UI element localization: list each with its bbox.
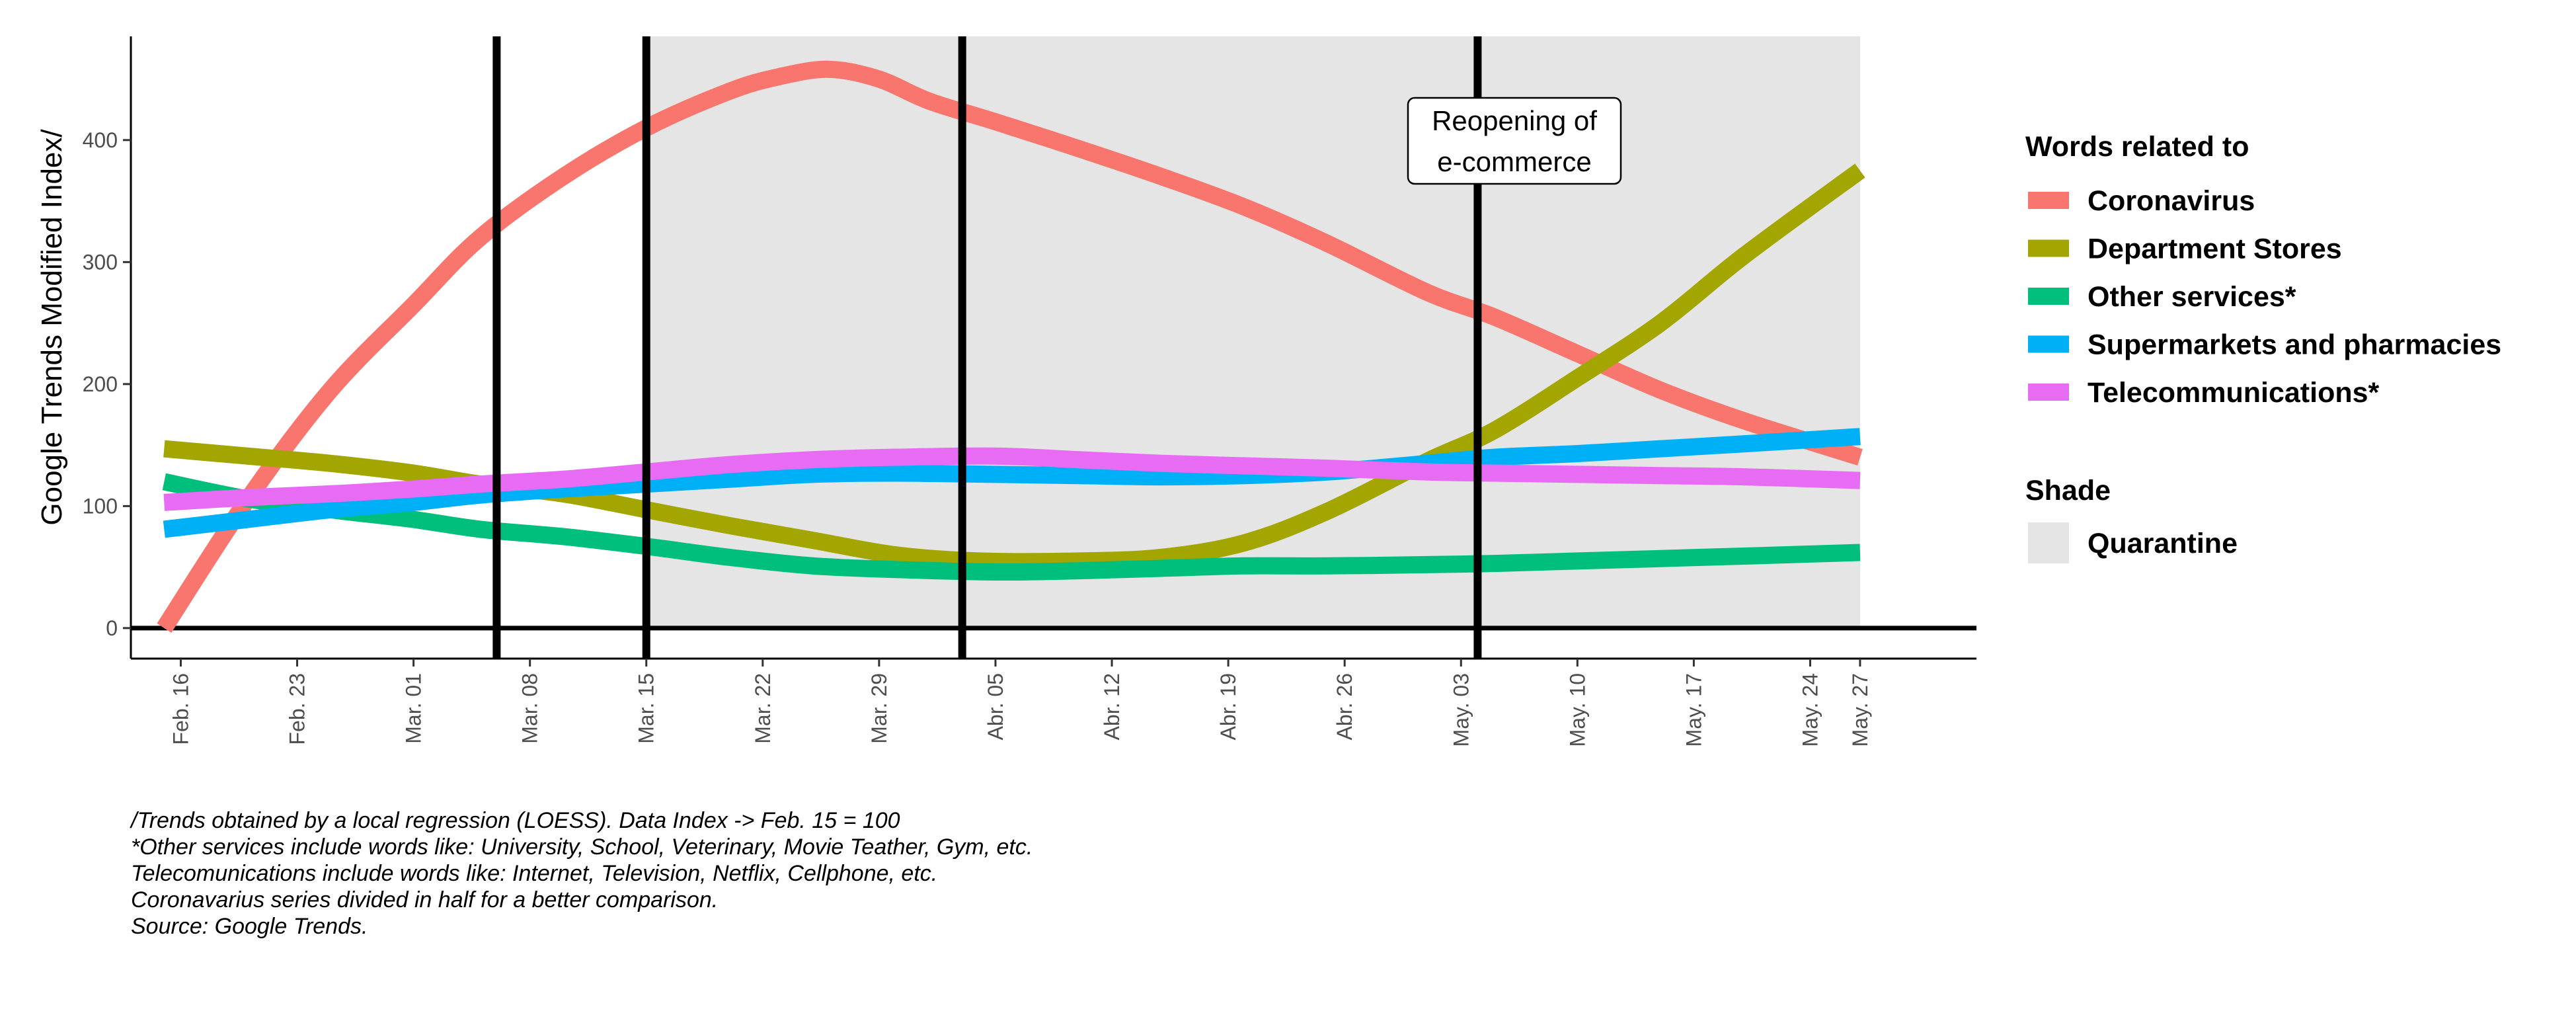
series-line-coronavirus [157, 60, 1863, 633]
x-tick-label: Mar. 15 [635, 673, 658, 744]
reopening-annotation: Reopening of e-commerce [1407, 97, 1622, 185]
x-tick-label: Abr. 26 [1333, 673, 1356, 740]
y-tick-label: 100 [83, 494, 118, 518]
x-tick-label: Mar. 22 [751, 673, 775, 744]
footnote-line: /Trends obtained by a local regression (… [130, 808, 900, 833]
annotation-line-1: Reopening of [1432, 105, 1597, 136]
legend: Words related to Coronavirus Department S… [2025, 131, 2501, 563]
footnote-line: Telecomunications include words like: In… [131, 861, 937, 886]
footnote-line: *Other services include words like: Univ… [131, 834, 1033, 860]
legend-shade-key [2028, 522, 2069, 563]
x-tick-label: May. 03 [1449, 673, 1473, 747]
x-tick-label: Feb. 16 [169, 673, 192, 745]
series-line-department-stores [163, 163, 1865, 571]
y-tick-label: 400 [83, 128, 118, 152]
y-axis-title: Google Trends Modified Index/ [36, 129, 68, 526]
x-tick-label: Mar. 29 [867, 673, 891, 744]
annotation-line-2: e-commerce [1437, 146, 1591, 177]
legend-label: Other services* [2088, 281, 2296, 313]
y-tick-label: 300 [83, 250, 118, 274]
x-tick-label: Abr. 05 [984, 673, 1007, 740]
series-line-telecommunications [163, 447, 1861, 511]
footnote-line: Source: Google Trends. [131, 914, 368, 939]
x-tick-label: May. 24 [1798, 673, 1822, 747]
series-line-other-services [162, 473, 1861, 581]
x-tick-label: Mar. 01 [402, 673, 426, 744]
footnote-line: Coronavarius series divided in half for … [131, 887, 718, 913]
x-tick-labels: Feb. 16 Feb. 23 Mar. 01 Mar. 08 Mar. 15 Mar. … [169, 659, 1872, 747]
x-tick-label: Feb. 23 [286, 673, 309, 745]
legend-title: Words related to [2025, 131, 2249, 163]
legend-key [2028, 335, 2069, 353]
x-tick-label: Mar. 08 [518, 673, 542, 744]
legend-shade-title: Shade [2025, 475, 2111, 507]
legend-label: Supermarkets and pharmacies [2088, 329, 2501, 361]
x-tick-label: Abr. 19 [1216, 673, 1240, 740]
y-tick-label: 0 [106, 616, 118, 640]
legend-key [2028, 288, 2069, 305]
footnotes: /Trends obtained by a local regression (… [130, 808, 1033, 939]
legend-label: Coronavirus [2088, 185, 2255, 217]
legend-key [2028, 239, 2069, 257]
legend-shade-label: Quarantine [2088, 528, 2238, 559]
legend-label: Telecommunications* [2088, 377, 2380, 409]
legend-label: Department Stores [2088, 233, 2342, 265]
y-tick-label: 200 [83, 372, 118, 396]
x-tick-label: Abr. 12 [1100, 673, 1124, 740]
series-lines [157, 60, 1865, 633]
x-tick-label: May. 10 [1565, 673, 1589, 747]
legend-key [2028, 384, 2069, 401]
x-tick-label: May. 27 [1848, 673, 1872, 747]
series-line-supermarkets-and-pharmacies [163, 428, 1861, 538]
y-tick-labels: 0 100 200 300 400 [83, 128, 131, 640]
annotation-box [1407, 97, 1622, 185]
x-tick-label: May. 17 [1682, 673, 1705, 747]
legend-key [2028, 192, 2069, 209]
